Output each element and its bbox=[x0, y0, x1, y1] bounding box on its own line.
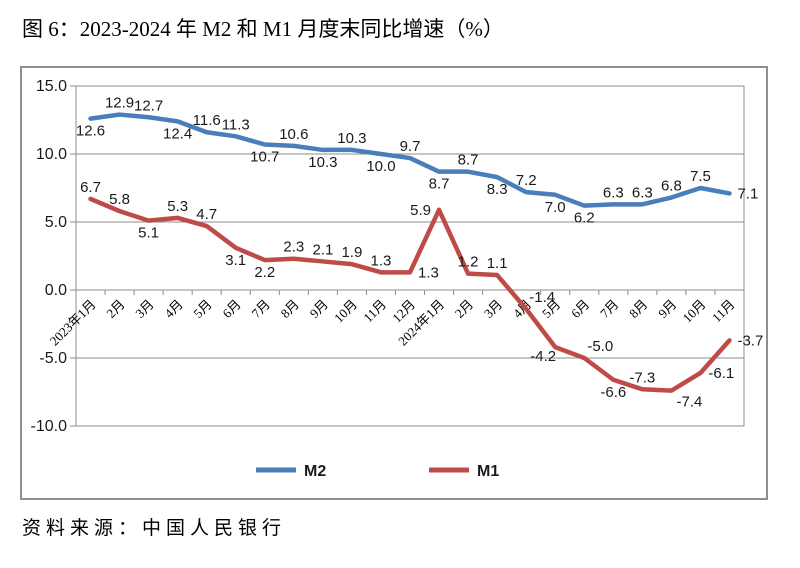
m2-data-label: 12.9 bbox=[105, 95, 134, 112]
m2-data-label: 12.4 bbox=[163, 125, 192, 142]
m1-data-label: -4.2 bbox=[530, 348, 556, 365]
y-axis-label: 10.0 bbox=[36, 146, 67, 163]
m2-data-label: 6.2 bbox=[574, 210, 595, 227]
x-axis-label: 7月 bbox=[597, 297, 621, 321]
x-axis-label: 3月 bbox=[132, 297, 156, 321]
x-axis-label: 9月 bbox=[307, 297, 331, 321]
x-axis-label: 2月 bbox=[452, 297, 476, 321]
m1-data-label: 3.1 bbox=[225, 252, 246, 269]
m2-data-label: 10.0 bbox=[366, 158, 395, 175]
x-axis-label: 8月 bbox=[278, 297, 302, 321]
m1-data-label: 1.2 bbox=[458, 254, 479, 271]
m2-data-label: 8.7 bbox=[429, 176, 450, 193]
m2-data-label: 10.3 bbox=[308, 154, 337, 171]
m1-data-label: 2.1 bbox=[312, 241, 333, 258]
m1-data-label: 1.3 bbox=[418, 264, 439, 281]
x-axis-label: 6月 bbox=[219, 297, 243, 321]
m2-data-label: 10.7 bbox=[250, 148, 279, 165]
m2-data-label: 7.1 bbox=[737, 185, 758, 202]
x-axis-label: 2月 bbox=[103, 297, 127, 321]
m2-data-label: 10.6 bbox=[279, 126, 308, 143]
m2-data-label: 6.3 bbox=[603, 184, 624, 201]
m1-data-label: 4.7 bbox=[196, 206, 217, 223]
y-axis-label: -5.0 bbox=[39, 350, 67, 367]
m2-line bbox=[88, 112, 732, 208]
m2-data-label: 10.3 bbox=[337, 130, 366, 147]
m1-data-label: 5.1 bbox=[138, 225, 159, 242]
chart-figure: 15.0 10.0 5.0 0.0 -5.0 -10.0 2023年1月 2月 3月 4月 5月 6月… bbox=[20, 66, 768, 500]
m1-data-label: -7.4 bbox=[676, 394, 702, 411]
m2-data-label: 9.7 bbox=[400, 138, 421, 155]
legend-label-m2: M2 bbox=[304, 463, 326, 480]
x-axis-label: 11月 bbox=[709, 297, 738, 326]
m2-data-label: 7.2 bbox=[516, 172, 537, 189]
x-axis-label: 10月 bbox=[331, 297, 360, 326]
m1-data-label: 2.2 bbox=[254, 264, 275, 281]
x-axis-label: 10月 bbox=[680, 297, 709, 326]
m1-data-label: -3.7 bbox=[737, 332, 763, 349]
m1-data-label: -6.1 bbox=[708, 365, 734, 382]
y-axis-label: 15.0 bbox=[36, 78, 67, 95]
source-note: 资料来源：中国人民银行 bbox=[22, 518, 287, 539]
m1-data-label: 1.3 bbox=[371, 252, 392, 269]
m1-data-label: -1.4 bbox=[529, 289, 555, 306]
m1-data-label: 1.1 bbox=[487, 255, 508, 272]
m1-data-label: 6.7 bbox=[80, 179, 101, 196]
m1-data-label: -7.3 bbox=[629, 369, 655, 386]
x-axis-label: 5月 bbox=[190, 297, 214, 321]
m1-data-label: -6.6 bbox=[600, 384, 626, 401]
m1-data-label: -5.0 bbox=[587, 338, 613, 355]
m1-line bbox=[88, 196, 732, 393]
x-axis-label: 8月 bbox=[626, 297, 650, 321]
m2-data-label: 11.3 bbox=[222, 116, 250, 133]
m2-data-label: 12.6 bbox=[76, 123, 105, 140]
x-axis-label: 7月 bbox=[248, 297, 272, 321]
m2-data-label: 12.7 bbox=[134, 97, 163, 114]
x-axis-label: 9月 bbox=[655, 297, 679, 321]
legend-label-m1: M1 bbox=[477, 463, 499, 480]
x-axis-label: 11月 bbox=[360, 297, 389, 326]
m2-data-label: 6.3 bbox=[632, 184, 653, 201]
m1-data-label: 5.8 bbox=[109, 191, 130, 208]
m2-data-label: 8.3 bbox=[487, 181, 508, 198]
m1-data-label: 5.3 bbox=[167, 198, 188, 215]
x-axis-label: 6月 bbox=[568, 297, 592, 321]
x-axis-label: 4月 bbox=[161, 297, 185, 321]
m1-data-label: 1.9 bbox=[341, 244, 362, 261]
figure-title: 图 6：2023-2024 年 M2 和 M1 月度末同比增速（%） bbox=[22, 17, 504, 41]
m2-data-label: 6.8 bbox=[661, 178, 682, 195]
m1-data-label: 5.9 bbox=[410, 202, 431, 219]
m1-data-label: 2.3 bbox=[283, 239, 304, 256]
y-axis-label: 0.0 bbox=[45, 282, 67, 299]
m2-data-label: 7.5 bbox=[690, 168, 711, 185]
m2-data-label: 8.7 bbox=[458, 152, 479, 169]
y-axis-label: 5.0 bbox=[45, 214, 67, 231]
y-axis-label: -10.0 bbox=[31, 418, 68, 435]
x-axis-label: 2023年1月 bbox=[47, 297, 99, 349]
m2-data-label: 11.6 bbox=[193, 112, 221, 129]
x-axis-label: 3月 bbox=[481, 297, 505, 321]
m2-data-label: 7.0 bbox=[545, 199, 566, 216]
